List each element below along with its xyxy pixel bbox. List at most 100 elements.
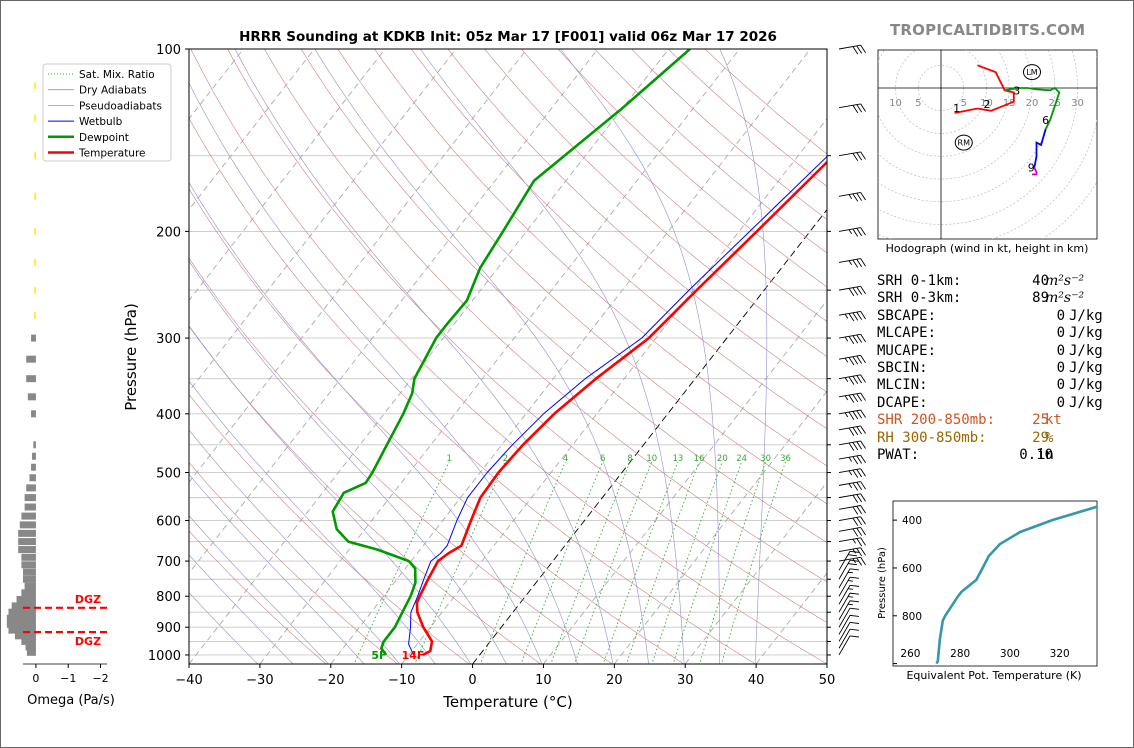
- barb-flag: [856, 469, 863, 478]
- x-tick-label: −20: [317, 673, 344, 688]
- stat-label: MLCIN:: [877, 377, 928, 394]
- barb-flag: [852, 494, 859, 503]
- barb-flag: [856, 286, 863, 295]
- wind-barb: [838, 151, 866, 162]
- wind-barb: [838, 635, 859, 656]
- stat-label: PWAT:: [877, 446, 920, 463]
- dry-adiabat: [264, 49, 827, 583]
- stat-row: RH 300-850mb: 29%: [877, 430, 1127, 447]
- hodograph-height-label: 1: [953, 102, 960, 115]
- dry-adiabat: [189, 462, 399, 664]
- barb-staff: [838, 635, 851, 656]
- barb-half: [844, 313, 849, 319]
- moist-adiabat: [189, 82, 578, 664]
- barb-flag: [852, 411, 859, 420]
- wind-barb: [838, 333, 866, 345]
- x-tick-label: 30: [677, 673, 694, 688]
- surface-temperature-label: 14F: [402, 649, 425, 662]
- mixing-ratio-line: [672, 461, 743, 664]
- skewt-frame: [188, 48, 828, 665]
- barb-flag: [849, 576, 859, 579]
- isotherm: [401, 118, 827, 664]
- barb-staff: [838, 592, 851, 613]
- omega-bar: [34, 286, 36, 294]
- omega-bar: [21, 561, 36, 569]
- omega-bar: [34, 311, 36, 319]
- barb-flag: [860, 392, 866, 401]
- x-tick-label: 0: [468, 673, 476, 688]
- barb-half: [844, 357, 849, 363]
- stat-unit: kt: [1045, 412, 1062, 429]
- omega-bar: [18, 546, 36, 554]
- skewt-tick-labels: −40 −30 −20 −10 0 10 20 30 40 50 100 200 300 400 500 60…: [148, 43, 835, 688]
- legend-entry: Wetbulb: [79, 116, 123, 128]
- omega-bar: [27, 393, 36, 401]
- barb-flag: [856, 355, 863, 364]
- barb-flag: [860, 547, 866, 556]
- wind-barb: [838, 310, 866, 322]
- wind-barb: [838, 354, 866, 366]
- wind-barb: [838, 628, 859, 649]
- y-tick-label: 600: [156, 515, 181, 530]
- stat-unit: J/kg: [1069, 377, 1103, 394]
- barb-flag: [852, 193, 859, 202]
- surface-dewpoint-label: 5F: [371, 649, 386, 662]
- barb-flag: [852, 528, 859, 537]
- stat-value: 0: [1056, 377, 1065, 394]
- omega-bar: [33, 441, 36, 449]
- dry-adiabat: [189, 117, 756, 664]
- theta-e-ylabel: Pressure (hPa): [877, 547, 888, 619]
- omega-xlabel: Omega (Pa/s): [27, 693, 115, 708]
- dry-adiabat: [410, 49, 827, 430]
- stat-unit: J/kg: [1069, 359, 1103, 376]
- theta-e-x-tick-label: 320: [1050, 648, 1070, 660]
- wind-barb: [838, 409, 866, 420]
- barb-flag: [852, 335, 859, 344]
- wind-barb: [838, 103, 866, 114]
- hodograph-height-label: 9: [1028, 162, 1035, 175]
- omega-bar: [8, 626, 36, 634]
- legend: Sat. Mix. Ratio Dry Adiabats Pseudoadiabat…: [42, 63, 172, 162]
- mixing-ratio-line: [720, 461, 786, 664]
- wind-barb: [838, 516, 866, 526]
- mixing-ratio-line: [353, 461, 450, 664]
- barb-half: [848, 229, 853, 235]
- stat-row: DCAPE: 0 J/kg: [877, 395, 1127, 412]
- wetbulb-line: [408, 155, 827, 656]
- stat-row: SRH 0-1km: 40 m²s⁻²: [877, 273, 1127, 290]
- omega-bar: [31, 463, 36, 471]
- stat-label: SHR 200-850mb:: [877, 412, 996, 429]
- barb-half: [848, 194, 853, 199]
- stat-row: MUCAPE: 0 J/kg: [877, 343, 1127, 360]
- stat-row: PWAT: 0.10 in: [877, 447, 1127, 464]
- hodograph-height-label: 6: [1042, 114, 1049, 127]
- barb-flag: [852, 394, 859, 403]
- hodograph-height-label: 3: [1013, 84, 1020, 97]
- hodograph-trace: [954, 64, 1015, 114]
- skewt-series: [331, 49, 827, 657]
- stat-unit: J/kg: [1069, 325, 1103, 342]
- barb-flag: [852, 312, 859, 321]
- omega-bar: [32, 452, 36, 460]
- barb-flag: [860, 258, 866, 267]
- barb-flag: [856, 311, 863, 320]
- barb-flag: [856, 557, 863, 566]
- barb-flag: [860, 537, 866, 546]
- omega-bar: [14, 632, 36, 640]
- hodograph-caption: Hodograph (wind in kt, height in km): [886, 242, 1089, 255]
- omega-bar: [24, 494, 36, 502]
- wind-barb: [838, 537, 866, 547]
- barb-flag: [852, 506, 859, 515]
- wind-barb: [838, 468, 866, 478]
- omega-bar: [26, 375, 36, 383]
- barb-flag: [852, 517, 859, 526]
- moist-adiabat: [189, 473, 365, 664]
- omega-tick-label: −2: [92, 672, 108, 685]
- omega-bar: [34, 258, 36, 266]
- barb-flag: [856, 104, 863, 113]
- barb-flag: [860, 334, 866, 343]
- isotherm: [259, 49, 740, 664]
- stat-unit: J/kg: [1069, 307, 1103, 324]
